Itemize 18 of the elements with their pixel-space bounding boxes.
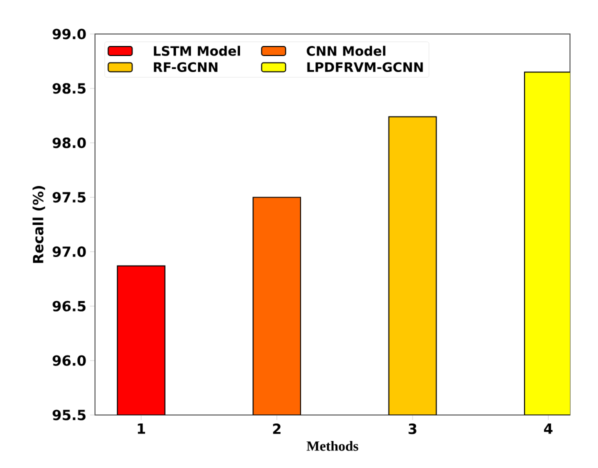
y-tick-label: 97.0: [52, 246, 86, 258]
legend-label: CNN Model: [306, 46, 386, 56]
y-tick-label: 96.5: [52, 300, 86, 312]
x-tick-label: 2: [273, 424, 281, 434]
legend-label: LPDFRVM-GCNN: [307, 62, 423, 72]
x-tick-label: 4: [544, 424, 553, 434]
legend-label: RF-GCNN: [154, 62, 218, 72]
x-tick-label: 1: [138, 424, 146, 434]
legend-label: LSTM Model: [154, 46, 240, 56]
y-tick-label: 98.5: [52, 83, 86, 94]
x-tick-label: 3: [408, 424, 416, 434]
x-axis-title: Methods: [306, 440, 358, 451]
y-axis-title: Recall (%): [32, 186, 46, 263]
y-tick-label: 96.0: [52, 355, 86, 366]
y-tick-label: 95.5: [52, 410, 86, 420]
y-tick-label: 98.0: [52, 138, 86, 148]
y-tick-label: 97.5: [52, 192, 86, 203]
y-tick-label: 99.0: [52, 28, 86, 40]
